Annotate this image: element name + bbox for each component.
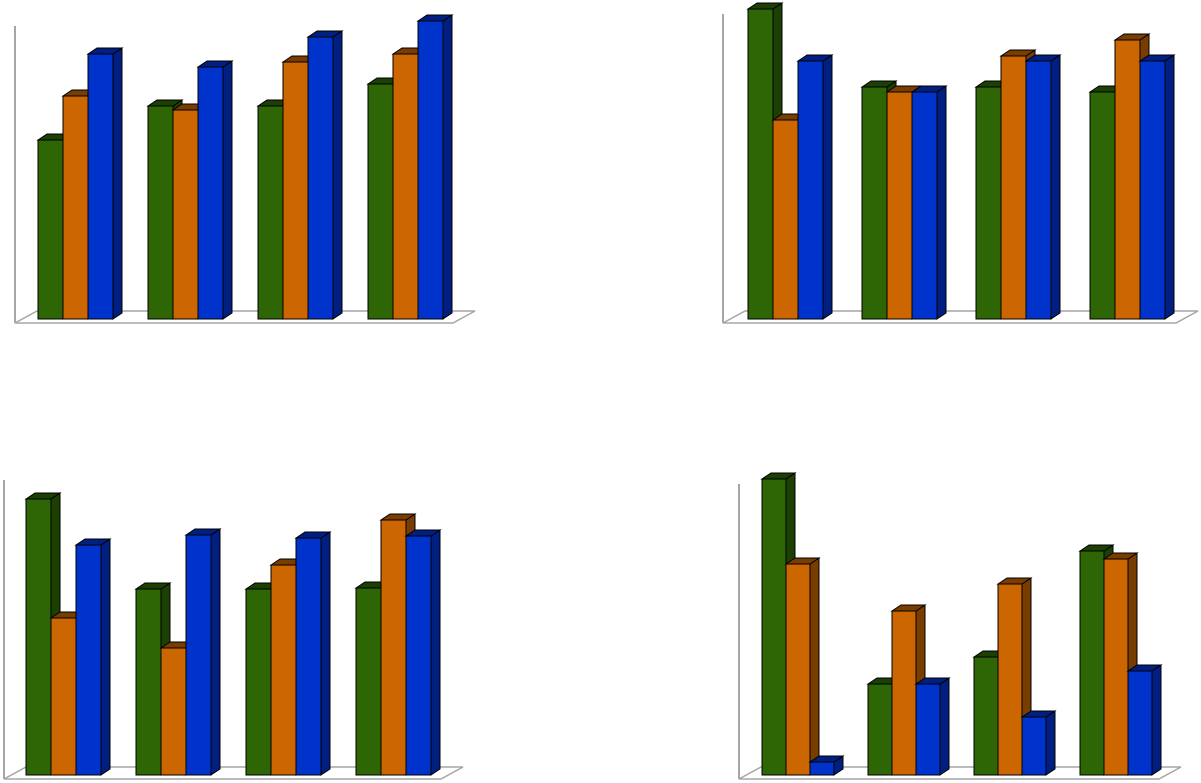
bar-front [307, 36, 334, 320]
bar-side [1050, 54, 1061, 320]
bar [306, 30, 344, 320]
bar [1020, 710, 1057, 776]
bar-front [973, 656, 999, 776]
bar-front [747, 8, 774, 320]
bar-side [222, 60, 233, 320]
bar-front [891, 610, 917, 776]
bar-front [25, 498, 52, 776]
bar-front [75, 544, 102, 776]
bar-side [936, 85, 947, 320]
bar-side [430, 529, 441, 776]
bar-front [886, 91, 913, 320]
bar-front [1114, 39, 1141, 320]
bar [294, 531, 332, 776]
bar-front [861, 86, 888, 320]
bar-front [135, 588, 162, 776]
bar-front [417, 20, 444, 320]
bar-side [809, 557, 820, 776]
bar-front [797, 60, 824, 320]
bar-side [112, 47, 123, 320]
bar [74, 538, 112, 776]
bar-front [405, 535, 432, 776]
chart-bottom-left [3, 480, 464, 780]
bar-side [822, 54, 833, 320]
bar-front [270, 564, 297, 776]
bar [416, 14, 454, 320]
bar [404, 529, 442, 776]
bar-front [761, 478, 787, 776]
bar-front [380, 519, 407, 776]
bar-front [1021, 716, 1047, 776]
bar-front [772, 119, 799, 320]
bar-side [332, 30, 343, 320]
bar-side [100, 538, 111, 776]
bar-front [867, 683, 893, 776]
bar-side [210, 528, 221, 776]
bar-front [245, 588, 272, 776]
bar [910, 85, 948, 320]
bar-front [160, 647, 187, 776]
bar [1138, 54, 1176, 320]
bar-front [1079, 550, 1105, 776]
bar-side [1045, 710, 1056, 776]
bar [796, 54, 834, 320]
bar-front [392, 53, 419, 320]
bar-front [257, 105, 284, 320]
chart-bottom-right [738, 472, 1182, 780]
bar-front [172, 109, 199, 320]
bar-front [1103, 558, 1129, 776]
bar-front [355, 587, 382, 776]
bar-side [442, 14, 453, 320]
bar-front [975, 86, 1002, 320]
bar-side [320, 531, 331, 776]
bar-front [87, 53, 114, 320]
bar-side [1164, 54, 1175, 320]
bar [784, 557, 821, 776]
bar-front [911, 91, 938, 320]
chart-top-right [722, 2, 1199, 324]
bar-front [1000, 55, 1027, 320]
bar-side [939, 677, 950, 776]
bar-front [197, 66, 224, 320]
bar-front [1089, 91, 1116, 320]
bar-front [282, 61, 309, 320]
floor-plane [3, 766, 464, 780]
bar-front [809, 761, 835, 776]
bar-side [1151, 664, 1162, 776]
bar-front [185, 534, 212, 776]
bar [1126, 664, 1163, 776]
bar [914, 677, 951, 776]
floor-plane [722, 310, 1199, 324]
bar-front [147, 105, 174, 320]
bar [808, 755, 845, 776]
bar-front [62, 95, 89, 320]
bar [86, 47, 124, 320]
bar-front [50, 617, 77, 776]
bar-front [785, 563, 811, 776]
bar-front [1025, 60, 1052, 320]
bar [1024, 54, 1062, 320]
floor-plane [14, 310, 476, 324]
bar-front [37, 139, 64, 320]
bar [196, 60, 234, 320]
chart-top-left [14, 14, 476, 324]
bar-front [1127, 670, 1153, 776]
bar-front [997, 583, 1023, 776]
bar-front [295, 537, 322, 776]
bar-front [367, 83, 394, 320]
bar [184, 528, 222, 776]
bar-front [1139, 60, 1166, 320]
bar-front [915, 683, 941, 776]
floor-plane [738, 766, 1182, 780]
